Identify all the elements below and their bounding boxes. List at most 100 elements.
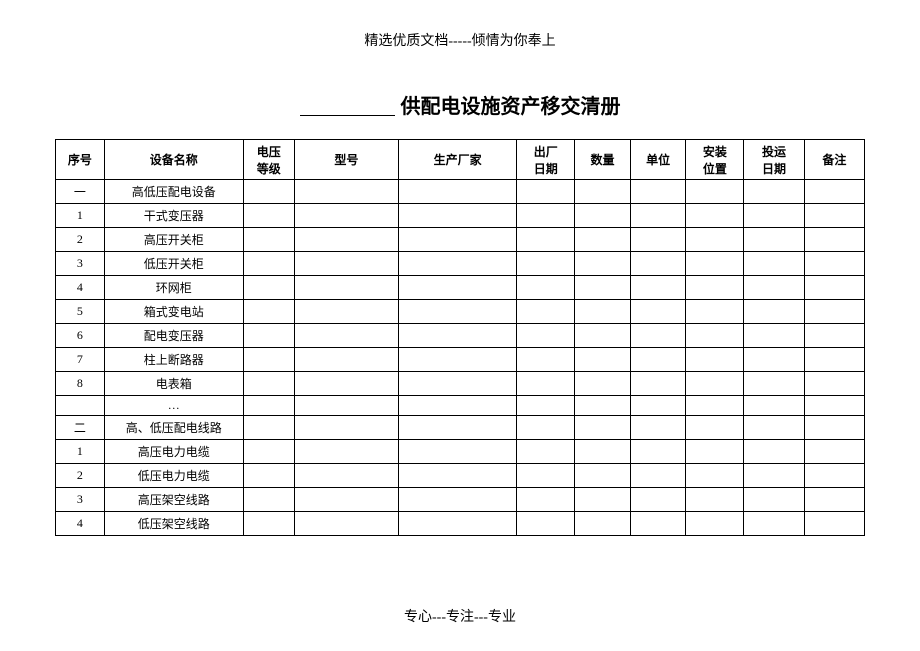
- cell-unit: [630, 324, 686, 348]
- cell-rundate: [744, 180, 804, 204]
- cell-mfr: [399, 180, 517, 204]
- col-header-0: 序号: [56, 140, 105, 180]
- cell-name: …: [104, 396, 243, 416]
- table-row: 1干式变压器: [56, 204, 865, 228]
- cell-mfr: [399, 324, 517, 348]
- cell-qty: [575, 180, 631, 204]
- table-container: 序号设备名称电压等级型号生产厂家出厂日期数量单位安装位置投运日期备注 一高低压配…: [0, 139, 920, 536]
- cell-remarks: [804, 512, 864, 536]
- cell-qty: [575, 228, 631, 252]
- cell-install: [686, 416, 744, 440]
- col-header-8: 安装位置: [686, 140, 744, 180]
- cell-remarks: [804, 276, 864, 300]
- cell-remarks: [804, 372, 864, 396]
- cell-install: [686, 180, 744, 204]
- document-title: 供配电设施资产移交清册: [401, 96, 621, 118]
- cell-mfr: [399, 464, 517, 488]
- cell-rundate: [744, 324, 804, 348]
- page-footer-text: 专心---专注---专业: [0, 606, 920, 626]
- cell-mfr: [399, 300, 517, 324]
- cell-rundate: [744, 440, 804, 464]
- cell-seq: 6: [56, 324, 105, 348]
- cell-rundate: [744, 464, 804, 488]
- cell-mfr: [399, 348, 517, 372]
- cell-qty: [575, 440, 631, 464]
- col-header-1: 设备名称: [104, 140, 243, 180]
- cell-rundate: [744, 252, 804, 276]
- cell-outdate: [517, 276, 575, 300]
- table-row: 5箱式变电站: [56, 300, 865, 324]
- cell-qty: [575, 300, 631, 324]
- cell-name: 配电变压器: [104, 324, 243, 348]
- cell-name: 高压电力电缆: [104, 440, 243, 464]
- cell-voltage: [243, 252, 294, 276]
- cell-outdate: [517, 396, 575, 416]
- cell-outdate: [517, 324, 575, 348]
- cell-seq: 1: [56, 440, 105, 464]
- cell-unit: [630, 464, 686, 488]
- cell-qty: [575, 252, 631, 276]
- cell-install: [686, 348, 744, 372]
- cell-qty: [575, 396, 631, 416]
- cell-voltage: [243, 276, 294, 300]
- cell-outdate: [517, 416, 575, 440]
- cell-voltage: [243, 348, 294, 372]
- cell-install: [686, 372, 744, 396]
- cell-install: [686, 512, 744, 536]
- cell-unit: [630, 512, 686, 536]
- table-row: 8电表箱: [56, 372, 865, 396]
- cell-rundate: [744, 488, 804, 512]
- cell-outdate: [517, 204, 575, 228]
- cell-install: [686, 440, 744, 464]
- col-header-5: 出厂日期: [517, 140, 575, 180]
- table-row: 3高压架空线路: [56, 488, 865, 512]
- cell-install: [686, 396, 744, 416]
- cell-name: 低压开关柜: [104, 252, 243, 276]
- cell-unit: [630, 180, 686, 204]
- cell-rundate: [744, 416, 804, 440]
- cell-seq: 2: [56, 464, 105, 488]
- cell-qty: [575, 204, 631, 228]
- cell-remarks: [804, 180, 864, 204]
- table-row: 2高压开关柜: [56, 228, 865, 252]
- cell-voltage: [243, 204, 294, 228]
- cell-outdate: [517, 180, 575, 204]
- cell-model: [294, 396, 398, 416]
- cell-remarks: [804, 396, 864, 416]
- cell-mfr: [399, 396, 517, 416]
- cell-install: [686, 276, 744, 300]
- cell-seq: [56, 396, 105, 416]
- cell-model: [294, 324, 398, 348]
- table-row: 2低压电力电缆: [56, 464, 865, 488]
- cell-seq: 4: [56, 276, 105, 300]
- cell-model: [294, 276, 398, 300]
- cell-seq: 8: [56, 372, 105, 396]
- cell-unit: [630, 488, 686, 512]
- cell-remarks: [804, 252, 864, 276]
- cell-rundate: [744, 372, 804, 396]
- cell-qty: [575, 464, 631, 488]
- col-header-4: 生产厂家: [399, 140, 517, 180]
- cell-seq: 3: [56, 488, 105, 512]
- cell-seq: 3: [56, 252, 105, 276]
- cell-outdate: [517, 228, 575, 252]
- cell-remarks: [804, 204, 864, 228]
- cell-mfr: [399, 372, 517, 396]
- cell-outdate: [517, 440, 575, 464]
- cell-seq: 一: [56, 180, 105, 204]
- cell-outdate: [517, 300, 575, 324]
- title-container: 供配电设施资产移交清册: [0, 90, 920, 119]
- cell-rundate: [744, 276, 804, 300]
- table-row: 4环网柜: [56, 276, 865, 300]
- cell-model: [294, 300, 398, 324]
- cell-voltage: [243, 488, 294, 512]
- cell-install: [686, 488, 744, 512]
- cell-name: 低压电力电缆: [104, 464, 243, 488]
- table-row: 7柱上断路器: [56, 348, 865, 372]
- col-header-3: 型号: [294, 140, 398, 180]
- cell-voltage: [243, 372, 294, 396]
- table-row: 6配电变压器: [56, 324, 865, 348]
- cell-rundate: [744, 396, 804, 416]
- cell-mfr: [399, 512, 517, 536]
- col-header-10: 备注: [804, 140, 864, 180]
